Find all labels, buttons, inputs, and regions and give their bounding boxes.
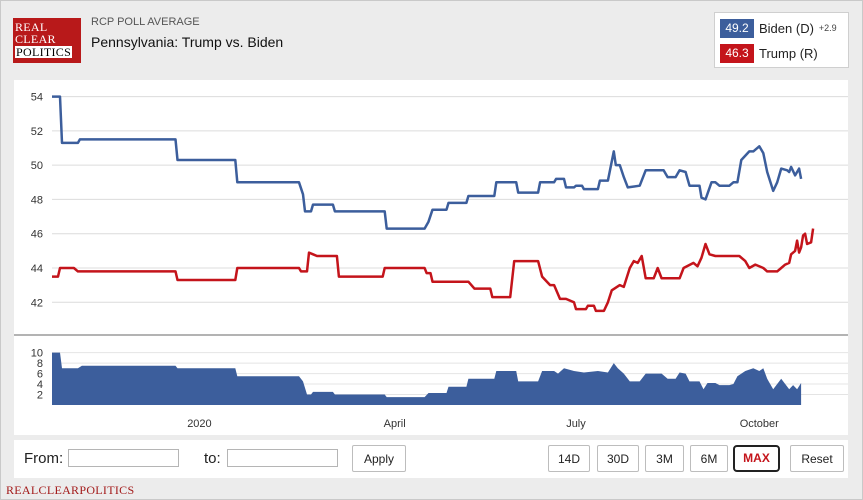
legend-row-trump: 46.3 Trump (R) — [720, 43, 818, 63]
y-tick-label: 52 — [31, 126, 43, 138]
range-max-button[interactable]: MAX — [733, 445, 780, 472]
poll-count-tick-label: 4 — [37, 379, 43, 391]
series-line-biden — [52, 95, 803, 230]
range-6m-button[interactable]: 6M — [690, 445, 728, 472]
from-date-input[interactable] — [68, 449, 179, 467]
x-tick-label: April — [384, 418, 406, 430]
to-label: to: — [204, 450, 221, 467]
rcp-logo[interactable]: REAL CLEAR POLITICS — [13, 18, 81, 63]
poll-count-tick-label: 6 — [37, 369, 43, 381]
x-tick-label: October — [740, 418, 779, 430]
poll-count-tick-label: 2 — [37, 390, 43, 402]
apply-button[interactable]: Apply — [352, 445, 406, 472]
y-tick-label: 44 — [31, 263, 43, 275]
to-date-input[interactable] — [227, 449, 338, 467]
range-30d-button[interactable]: 30D — [597, 445, 639, 472]
chart-title: Pennsylvania: Trump vs. Biden — [91, 34, 284, 50]
range-3m-button[interactable]: 3M — [645, 445, 684, 472]
y-tick-label: 48 — [31, 194, 43, 206]
legend-spread: +2.9 — [818, 23, 837, 33]
poll-count-area — [52, 352, 802, 405]
legend-value-biden: 49.2 — [720, 18, 754, 38]
logo-line-2: CLEAR — [15, 32, 56, 46]
y-tick-label: 50 — [31, 160, 43, 172]
from-label: From: — [24, 450, 64, 467]
series-line-trump — [52, 228, 815, 313]
x-tick-label: 2020 — [187, 418, 211, 430]
y-tick-label: 46 — [31, 229, 43, 241]
plot-area: 42 44 46 48 50 52 54 2 4 6 8 10 2020 April July October — [14, 80, 848, 435]
legend-row-biden: 49.2 Biden (D) +2.9 — [720, 18, 837, 38]
logo-line-1: REAL — [15, 20, 48, 34]
legend-value-trump: 46.3 — [720, 43, 754, 63]
logo-line-3: POLITICS — [15, 45, 73, 59]
legend-name-biden: Biden (D) — [759, 20, 814, 36]
legend: 49.2 Biden (D) +2.9 46.3 Trump (R) — [714, 12, 849, 68]
y-tick-label: 54 — [31, 92, 43, 104]
x-tick-label: July — [566, 418, 586, 430]
y-tick-label: 42 — [31, 297, 43, 309]
poll-count-tick-label: 10 — [31, 348, 43, 360]
legend-name-trump: Trump (R) — [759, 45, 818, 61]
range-14d-button[interactable]: 14D — [548, 445, 590, 472]
footer-brand[interactable]: REALCLEARPOLITICS — [6, 483, 135, 497]
reset-button[interactable]: Reset — [790, 445, 844, 472]
chart-kicker: RCP POLL AVERAGE — [91, 16, 200, 28]
poll-count-tick-label: 8 — [37, 358, 43, 370]
